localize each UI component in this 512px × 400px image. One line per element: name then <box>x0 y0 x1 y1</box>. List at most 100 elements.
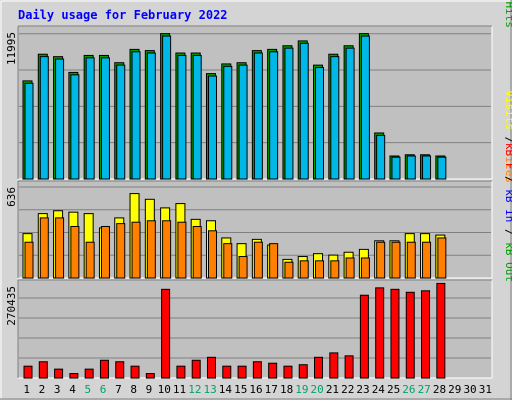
bar-middle-sites <box>162 220 172 279</box>
bar-bottom-kb-f <box>99 359 109 379</box>
bar-bottom-kb-f <box>84 368 94 379</box>
chart-panels: 11995 Pages / Files / Hits 636 Visits / Sit… <box>5 0 512 379</box>
bar-top-files <box>284 47 294 180</box>
bar-top-files <box>223 65 233 180</box>
bar-middle-sites <box>269 243 279 279</box>
legend-item: kB Out <box>503 242 512 282</box>
legend-item: Visits <box>503 90 512 130</box>
bar-middle-sites <box>70 225 80 279</box>
bar-bottom-kb-f <box>115 361 125 379</box>
bar-middle-sites <box>177 221 187 279</box>
x-tick-label: 2 <box>39 383 46 396</box>
legend-item: kB In <box>503 189 512 222</box>
bar-bottom-kb-f <box>268 362 278 379</box>
x-tick-label: 25 <box>387 383 400 396</box>
x-tick-label: 4 <box>69 383 76 396</box>
x-tick-label: 26 <box>402 383 415 396</box>
panel-bottom-legend: kB F / kB In / kB Out <box>503 143 512 282</box>
bar-bottom-kb-f <box>359 294 369 379</box>
x-tick-label: 31 <box>479 383 492 396</box>
bar-top-files <box>238 64 248 180</box>
bar-bottom-kb-f <box>390 288 400 379</box>
bar-middle-sites <box>376 241 386 279</box>
bar-top-files <box>70 74 80 180</box>
bar-middle-sites <box>299 260 309 279</box>
bar-top-files <box>192 54 202 180</box>
legend-item: Hits <box>503 2 512 29</box>
bar-bottom-kb-f <box>130 365 140 379</box>
bar-top-files <box>131 51 141 180</box>
x-tick-label: 29 <box>448 383 461 396</box>
panel-bottom: 270435 kB F / kB In / kB Out <box>5 143 512 379</box>
bar-top-files <box>345 47 355 180</box>
chart-title: Daily usage for February 2022 <box>18 8 228 22</box>
bar-bottom-kb-f <box>314 356 324 379</box>
x-axis: 1 2 3 4 5 6 7 8 9 10 11 12 13 14 15 16 17 18 19 20 21 22 23 24 2… <box>23 383 492 396</box>
x-tick-label: 5 <box>84 383 91 396</box>
bar-top-files <box>269 51 279 180</box>
legend-separator: / <box>503 0 512 2</box>
bar-top-files <box>406 155 416 180</box>
bar-bottom-kb-f <box>298 364 308 379</box>
bar-middle-sites <box>437 237 447 279</box>
bar-middle-sites <box>192 225 202 279</box>
bar-middle-sites <box>406 241 416 279</box>
panel-middle: 636 Visits / Sites <box>5 90 512 279</box>
bar-middle-sites <box>284 261 294 279</box>
x-tick-label: 14 <box>219 383 233 396</box>
x-tick-label: 20 <box>311 383 324 396</box>
x-tick-label: 27 <box>418 383 431 396</box>
bar-bottom-kb-f <box>161 288 171 379</box>
bar-bottom-kb-f <box>344 355 354 379</box>
x-tick-label: 23 <box>356 383 369 396</box>
x-tick-label: 30 <box>463 383 476 396</box>
bar-middle-sites <box>345 257 355 279</box>
bar-middle-sites <box>223 243 233 279</box>
x-tick-label: 7 <box>115 383 122 396</box>
panel-top-ymax-label: 11995 <box>5 32 18 65</box>
x-tick-label: 3 <box>54 383 61 396</box>
bar-top-files <box>299 42 309 180</box>
bar-bottom-kb-f <box>191 359 201 379</box>
x-tick-label: 10 <box>158 383 171 396</box>
bar-bottom-kb-f <box>283 365 293 379</box>
bar-middle-sites <box>100 225 110 279</box>
bar-middle-sites <box>360 257 370 279</box>
x-tick-label: 9 <box>146 383 153 396</box>
bar-middle-sites <box>207 230 217 279</box>
bar-top-files <box>315 67 325 180</box>
x-tick-label: 12 <box>188 383 201 396</box>
bar-middle-sites <box>422 241 432 279</box>
panel-top: 11995 Pages / Files / Hits <box>5 0 512 180</box>
bar-middle-sites <box>146 220 156 279</box>
panel-middle-ymax-label: 636 <box>5 187 18 207</box>
bar-bottom-kb-f <box>375 287 385 379</box>
x-tick-label: 15 <box>234 383 247 396</box>
bar-top-files <box>422 155 432 180</box>
x-tick-label: 16 <box>249 383 262 396</box>
bar-top-files <box>39 56 49 180</box>
bar-bottom-kb-f <box>176 365 186 379</box>
bar-bottom-kb-f <box>329 352 339 379</box>
bar-bottom-kb-f <box>421 290 431 379</box>
bar-top-files <box>330 56 340 180</box>
bar-middle-sites <box>55 217 65 279</box>
bar-top-files <box>85 57 95 180</box>
x-tick-label: 6 <box>100 383 107 396</box>
x-tick-label: 18 <box>280 383 293 396</box>
bar-bottom-kb-f <box>23 365 33 379</box>
bar-top-files <box>391 156 401 180</box>
bar-top-files <box>116 64 126 180</box>
bar-top-files <box>437 156 447 180</box>
bar-top-files <box>100 57 110 180</box>
x-tick-label: 22 <box>341 383 354 396</box>
bar-top-files <box>55 58 65 180</box>
bar-bottom-kb-f <box>69 373 79 379</box>
bar-top-files <box>146 52 156 180</box>
bar-top-files <box>177 54 187 180</box>
bar-middle-sites <box>116 223 126 279</box>
bar-bottom-kb-f <box>405 291 415 379</box>
bar-middle-sites <box>391 241 401 279</box>
legend-separator: / <box>503 222 512 242</box>
